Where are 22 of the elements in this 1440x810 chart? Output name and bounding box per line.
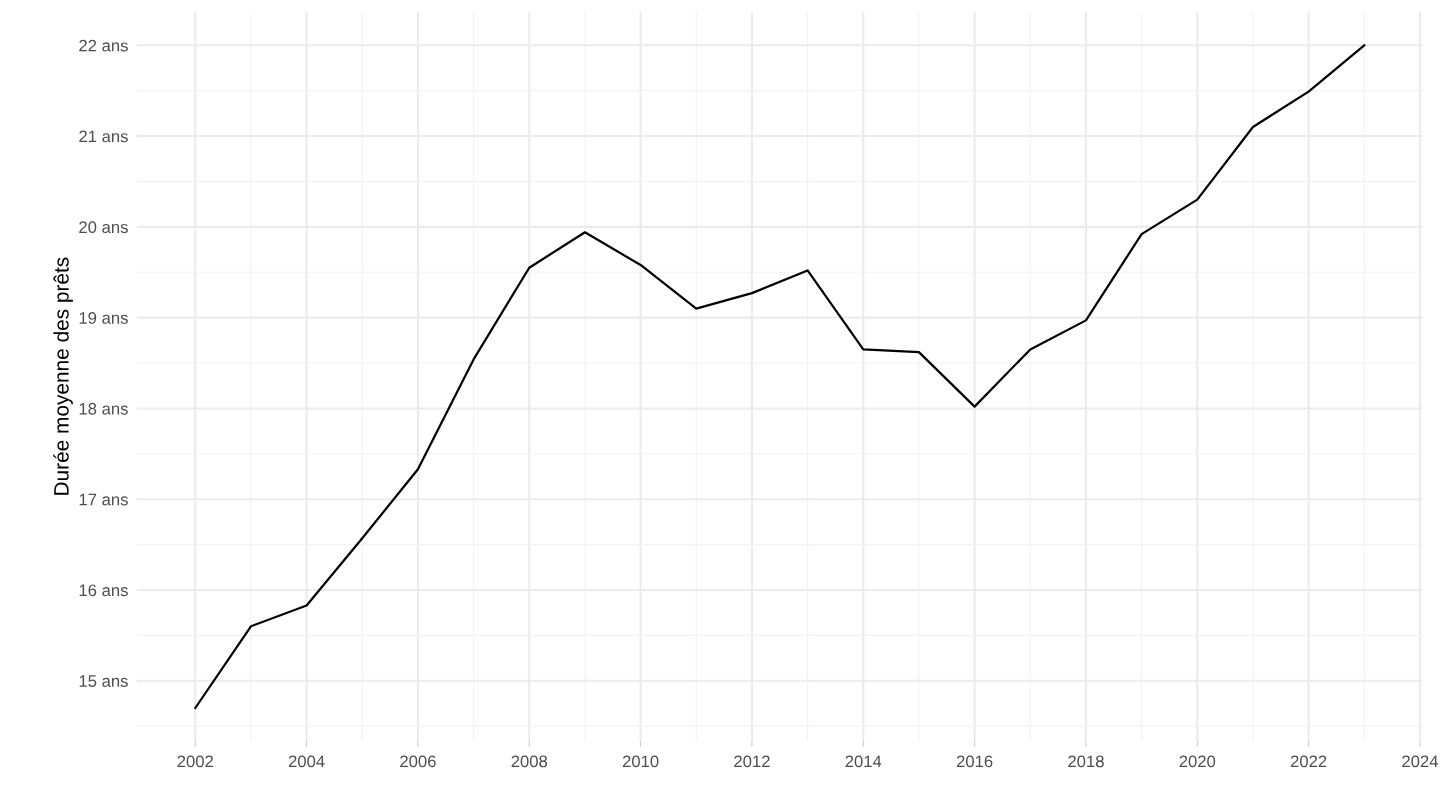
x-tick-label: 2018: [1068, 755, 1104, 768]
x-tick-label: 2020: [1179, 755, 1216, 768]
y-tick-label: 17 ans: [79, 493, 128, 506]
x-tick-label: 2002: [177, 755, 213, 768]
x-tick-label: 2012: [734, 755, 770, 768]
x-tick-label: 2006: [400, 755, 436, 768]
x-tick-label: 2008: [511, 755, 548, 768]
x-tick-label: 2022: [1290, 755, 1327, 768]
y-tick-label: 19 ans: [79, 312, 128, 324]
y-tick-label: 16 ans: [79, 584, 128, 597]
y-tick-label: 15 ans: [79, 675, 128, 687]
x-tick-label: 2004: [288, 755, 325, 768]
y-tick-label: 22 ans: [79, 39, 128, 52]
x-tick-label: 2010: [622, 755, 659, 768]
x-tick-label: 2024: [1402, 755, 1438, 768]
x-tick-label: 2016: [956, 755, 993, 768]
y-axis-title: Durée moyenne des prêts: [53, 257, 73, 495]
y-tick-label: 20 ans: [79, 221, 128, 234]
y-tick-label: 18 ans: [79, 402, 128, 415]
x-tick-label: 2014: [845, 755, 882, 768]
line-series: [194, 44, 1366, 710]
y-tick-label: 21 ans: [79, 130, 128, 143]
